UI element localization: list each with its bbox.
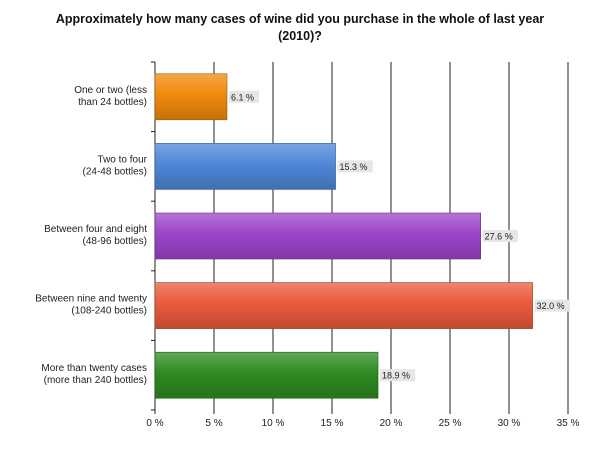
x-tick-label-7: 35 % <box>557 418 580 429</box>
bar-0 <box>154 73 228 121</box>
category-label-1-line1: Two to four <box>98 154 148 165</box>
data-label-4: 18.9 % <box>382 371 410 381</box>
x-tick-label-4: 20 % <box>380 418 403 429</box>
x-tick-label-0: 0 % <box>146 418 163 429</box>
data-label-box-1 <box>337 160 373 173</box>
chart-title-line2: (2010)? <box>278 29 322 43</box>
data-label-box-3 <box>534 299 570 312</box>
x-tick-label-5: 25 % <box>439 418 462 429</box>
category-label-4-line2: (more than 240 bottles) <box>44 375 147 386</box>
category-label-0-line2: than 24 bottles) <box>78 97 147 108</box>
x-tick-label-1: 5 % <box>205 418 222 429</box>
chart-title: Approximately how many cases of wine did… <box>40 11 560 45</box>
data-label-3: 32.0 % <box>537 301 565 311</box>
bar-2 <box>154 212 481 260</box>
category-label-0-line1: One or two (less <box>74 85 147 96</box>
x-tick-label-6: 30 % <box>498 418 521 429</box>
category-label-3-line1: Between nine and twenty <box>35 294 147 305</box>
category-label-4-line1: More than twenty cases <box>41 363 147 374</box>
category-label-3-line2: (108-240 bottles) <box>71 306 147 317</box>
category-label-1-line2: (24-48 bottles) <box>83 166 147 177</box>
category-label-2-line1: Between four and eight <box>44 224 147 235</box>
chart-title-line1: Approximately how many cases of wine did… <box>55 12 545 26</box>
x-tick-label-3: 15 % <box>321 418 344 429</box>
data-label-0: 6.1 % <box>231 92 254 102</box>
bar-1 <box>154 143 336 190</box>
x-tick-label-2: 10 % <box>262 418 285 429</box>
data-label-1: 15.3 % <box>340 162 368 172</box>
data-label-box-2 <box>482 230 518 242</box>
data-label-box-4 <box>380 369 416 382</box>
data-label-2: 27.6 % <box>485 232 513 242</box>
category-label-2-line2: (48-96 bottles) <box>83 236 147 247</box>
data-label-box-0 <box>228 90 259 103</box>
bar-3 <box>154 282 533 329</box>
bar-4 <box>154 351 379 399</box>
